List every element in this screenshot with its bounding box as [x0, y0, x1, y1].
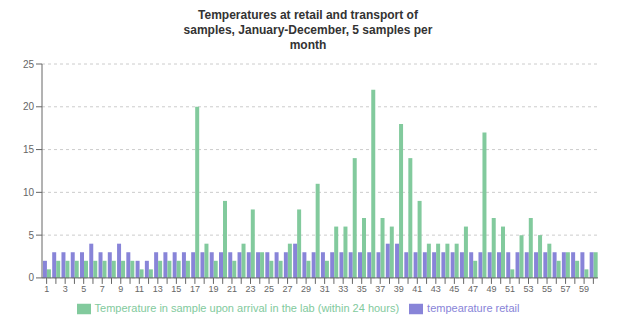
svg-text:25: 25 — [264, 284, 274, 294]
svg-text:43: 43 — [431, 284, 441, 294]
svg-text:25: 25 — [23, 59, 35, 70]
svg-text:47: 47 — [468, 284, 478, 294]
svg-text:7: 7 — [100, 284, 105, 294]
svg-text:3: 3 — [63, 284, 68, 294]
svg-text:39: 39 — [394, 284, 404, 294]
svg-text:20: 20 — [23, 101, 35, 112]
svg-text:5: 5 — [28, 230, 34, 241]
svg-text:49: 49 — [486, 284, 496, 294]
svg-text:37: 37 — [375, 284, 385, 294]
html-text:tempearature retail: tempearature retail — [427, 301, 520, 314]
svg-text:55: 55 — [542, 284, 552, 294]
svg-text:9: 9 — [118, 284, 123, 294]
svg-text:23: 23 — [245, 284, 255, 294]
svg-text:27: 27 — [283, 284, 293, 294]
html-text:Temperatures at retail and tra: Temperatures at retail and transport of — [198, 8, 418, 22]
svg-text:10: 10 — [23, 187, 35, 198]
svg-text:33: 33 — [338, 284, 348, 294]
html-text:Temperature in sample upon arr: Temperature in sample upon arrival in th… — [94, 301, 400, 314]
html-text:month: month — [289, 38, 327, 52]
svg-text:11: 11 — [135, 284, 144, 294]
svg-text:29: 29 — [301, 284, 311, 294]
svg-text:15: 15 — [171, 284, 181, 294]
svg-text:0: 0 — [28, 272, 34, 283]
svg-text:13: 13 — [153, 284, 163, 294]
svg-text:19: 19 — [208, 284, 218, 294]
svg-text:1: 1 — [44, 284, 49, 294]
svg-text:17: 17 — [190, 284, 200, 294]
svg-text:59: 59 — [579, 284, 589, 294]
svg-text:35: 35 — [357, 284, 367, 294]
svg-text:45: 45 — [449, 284, 459, 294]
svg-text:51: 51 — [505, 284, 515, 294]
svg-text:15: 15 — [23, 144, 35, 155]
svg-text:21: 21 — [227, 284, 237, 294]
svg-text:5: 5 — [81, 284, 86, 294]
html-text:samples, January-December, 5 s: samples, January-December, 5 samples per — [183, 23, 433, 37]
svg-text:31: 31 — [320, 284, 330, 294]
svg-text:53: 53 — [523, 284, 533, 294]
svg-text:41: 41 — [412, 284, 422, 294]
svg-text:57: 57 — [561, 284, 571, 294]
